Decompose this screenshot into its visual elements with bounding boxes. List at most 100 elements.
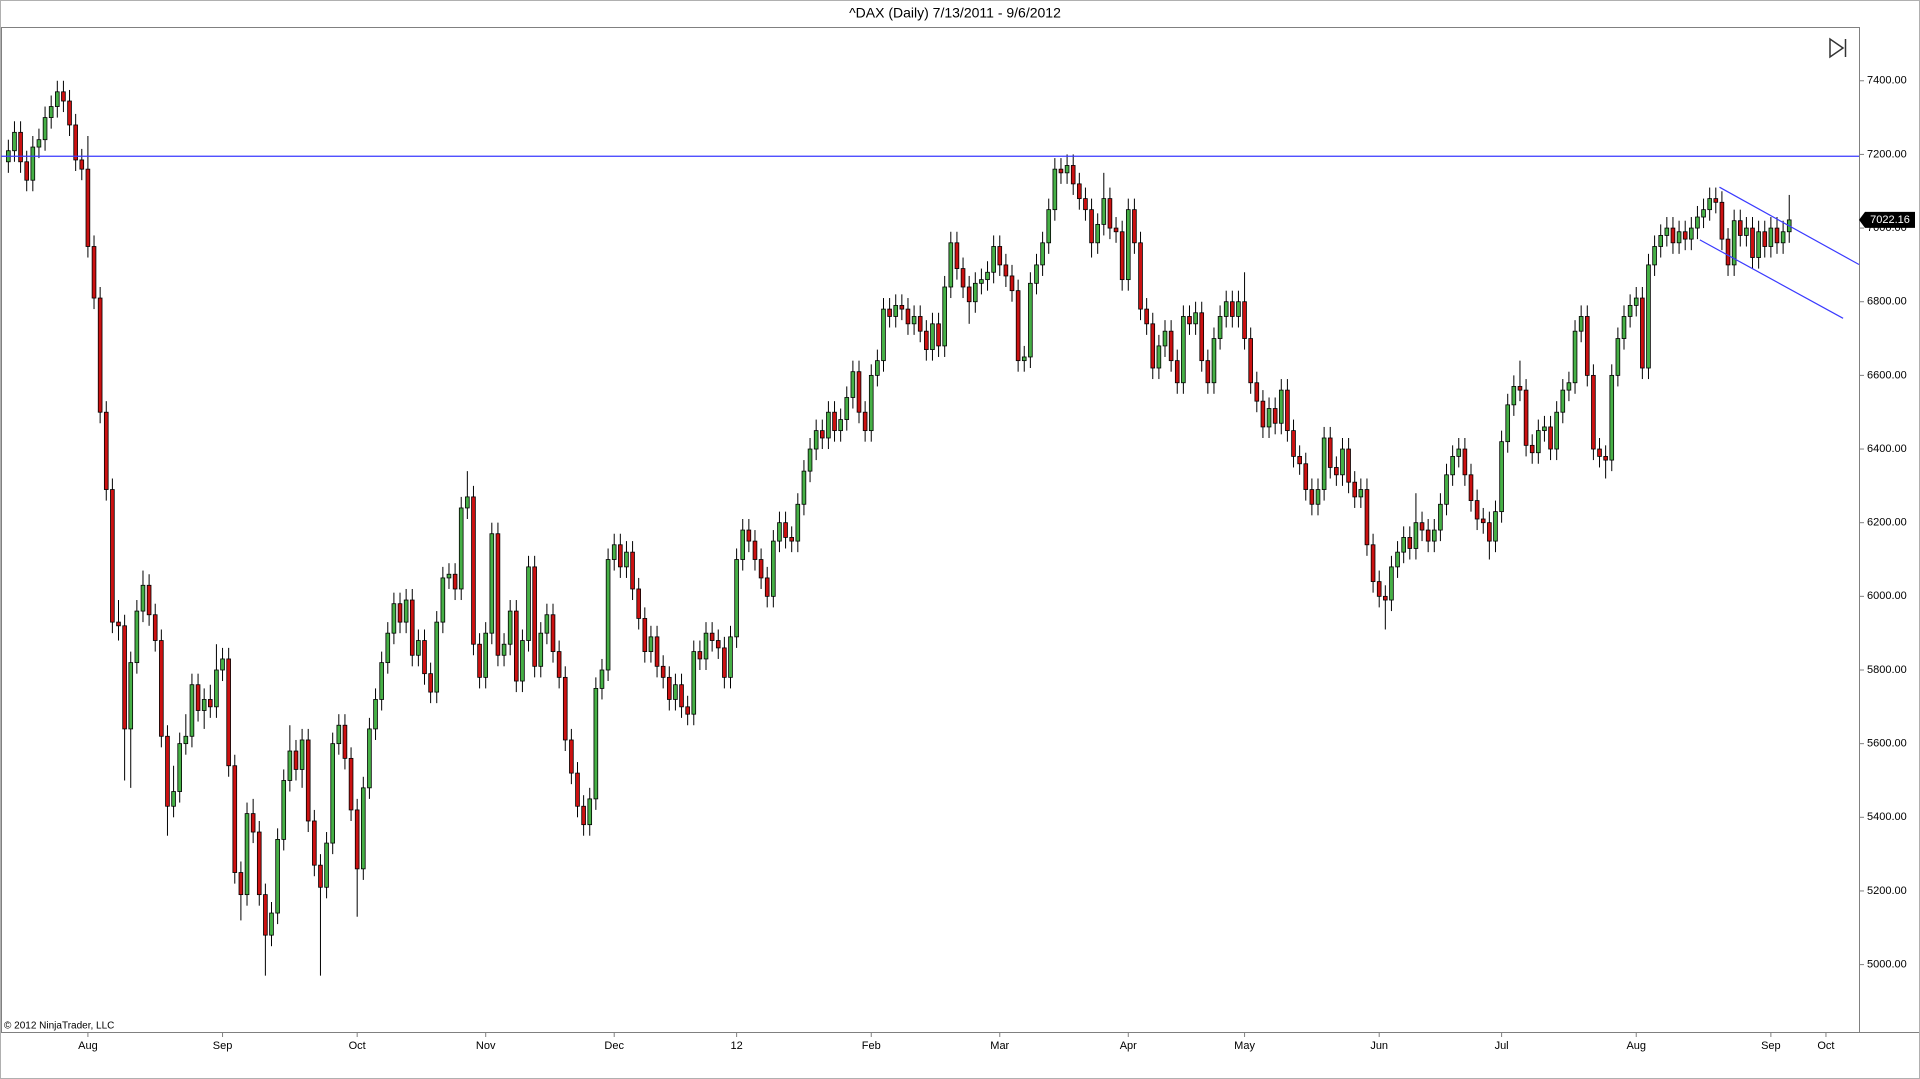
candle-body (1456, 448, 1462, 457)
candle-body (422, 640, 427, 675)
candle-body (1309, 489, 1315, 505)
candle-body (1370, 544, 1376, 583)
candle-body (587, 798, 593, 826)
candle-body (1413, 522, 1419, 549)
candle-body (1077, 183, 1082, 200)
candle-body (1260, 400, 1266, 428)
candle-body (979, 279, 984, 284)
candle-body (348, 757, 354, 811)
candle-body (214, 669, 219, 708)
candle-body (728, 636, 733, 678)
candle-body (1566, 382, 1572, 391)
x-tick-label: Oct (349, 1040, 366, 1052)
candle-body (434, 621, 440, 693)
candle-body (477, 643, 482, 678)
candle-body (1211, 338, 1217, 384)
candle-body (226, 658, 231, 767)
candle-body (391, 603, 397, 634)
candle-body (722, 647, 727, 678)
go-to-end-button[interactable] (1822, 36, 1848, 60)
candle-body (1248, 338, 1253, 384)
candle-body (1517, 386, 1523, 391)
candle-body (679, 684, 684, 708)
candle-body (403, 599, 409, 623)
candle-body (361, 787, 366, 870)
candle-body (458, 507, 464, 590)
candle-body (409, 599, 415, 656)
candle-body (1713, 198, 1719, 203)
y-tick-label: 6200.00 (1867, 517, 1907, 529)
candle-body (201, 699, 207, 711)
candle-body (813, 430, 819, 450)
y-tick-label: 6800.00 (1867, 296, 1907, 308)
candle-body (1425, 529, 1431, 542)
candle-body (709, 632, 715, 641)
candle-body (966, 286, 972, 303)
candle-body (868, 374, 874, 432)
candle-body (856, 371, 862, 413)
candle-body (1021, 356, 1027, 362)
candle-body (1199, 312, 1205, 362)
candle-body (960, 268, 966, 288)
candle-body (1205, 360, 1211, 384)
candle-body (220, 658, 225, 671)
candle-body (1603, 455, 1608, 461)
candle-body (905, 308, 911, 325)
candle-body (1046, 209, 1052, 244)
candle-body (428, 673, 433, 693)
candle-body (324, 842, 329, 888)
candle-body (1113, 227, 1119, 233)
candle-body (342, 724, 348, 759)
candle-body (1181, 316, 1186, 384)
candle-body (97, 297, 103, 413)
candle-body (1480, 518, 1486, 524)
candle-body (1774, 227, 1780, 244)
candle-body (385, 632, 391, 664)
candle-body (1358, 489, 1364, 498)
candle-body (152, 614, 158, 641)
candle-body (250, 813, 256, 833)
candle-body (1278, 389, 1284, 424)
candle-body (1346, 448, 1351, 483)
candle-body (930, 323, 935, 351)
candle-body (1719, 201, 1725, 240)
candle-body (318, 864, 323, 888)
candle-body (1101, 198, 1107, 225)
x-tick-label: Nov (476, 1040, 496, 1052)
candle-body (281, 780, 287, 840)
candle-body (1737, 220, 1743, 236)
candle-body (1554, 411, 1559, 450)
candle-body (575, 772, 580, 807)
candle-body (887, 308, 892, 317)
candle-body (795, 503, 801, 542)
candle-body (1780, 231, 1786, 244)
candle-body (1395, 551, 1400, 568)
candle-body (1529, 444, 1535, 454)
candle-body (1285, 389, 1290, 432)
candle-body (24, 161, 30, 181)
candle-body (1572, 330, 1578, 384)
candle-body (1431, 529, 1437, 542)
candle-body (232, 765, 238, 873)
candle-body (1064, 165, 1070, 174)
candle-body (30, 146, 36, 181)
candle-body (42, 117, 48, 141)
candle-body (618, 544, 623, 568)
candle-body (1144, 308, 1149, 325)
candle-body (550, 614, 556, 652)
candle-body (1058, 168, 1064, 174)
candle-body (1744, 227, 1749, 236)
candle-body (1560, 389, 1566, 413)
candle-body (1272, 408, 1278, 424)
candle-body (244, 813, 250, 896)
candle-body (146, 584, 152, 616)
candle-body (746, 529, 752, 542)
candle-body (1621, 316, 1627, 339)
x-tick-label: Sep (1761, 1040, 1781, 1052)
candle-body (1015, 290, 1021, 362)
candle-body (899, 305, 905, 310)
trend-line (1719, 186, 1860, 266)
candle-body (67, 100, 72, 126)
